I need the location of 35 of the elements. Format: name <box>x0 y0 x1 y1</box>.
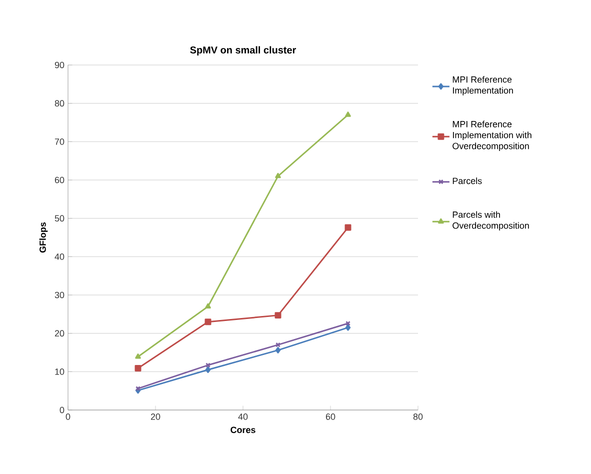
point <box>135 353 141 359</box>
point <box>134 364 142 372</box>
point <box>345 324 351 331</box>
point <box>345 112 351 117</box>
legend-label: Parcels with Overdecomposition <box>452 211 529 231</box>
x-axis-title: Cores <box>230 426 256 434</box>
y-axis-title: GFlops <box>39 222 48 253</box>
x-tick-label: 0 <box>66 414 70 420</box>
chart-title: SpMV on small cluster <box>190 46 296 56</box>
point <box>204 318 212 326</box>
y-tick-label: 30 <box>54 292 64 298</box>
y-tick-label: 50 <box>54 215 64 222</box>
y-tick-label: 80 <box>54 100 64 107</box>
x-tick-label: 40 <box>238 414 248 420</box>
y-tick-label: 0 <box>60 406 64 414</box>
point <box>274 312 282 319</box>
point <box>344 224 352 231</box>
y-tick-label: 10 <box>55 368 64 375</box>
y-tick-label: 70 <box>54 138 64 145</box>
y-tick-label: 60 <box>54 176 64 184</box>
y-tick-label: 20 <box>54 330 64 337</box>
point <box>205 303 211 308</box>
y-tick-label: 40 <box>54 253 64 260</box>
point <box>205 362 211 368</box>
legend-label: MPI Reference Implementation with Overdecomposition <box>452 120 532 151</box>
point <box>275 172 281 178</box>
legend-label: Parcels <box>452 178 482 184</box>
point <box>275 346 281 354</box>
point <box>205 366 211 373</box>
x-tick-label: 20 <box>150 414 160 420</box>
point <box>275 342 281 348</box>
x-tick-label: 80 <box>413 414 423 420</box>
legend-label: MPI Reference Implementation <box>452 76 513 96</box>
x-tick-label: 60 <box>326 414 336 420</box>
y-tick-label: 90 <box>54 62 64 68</box>
